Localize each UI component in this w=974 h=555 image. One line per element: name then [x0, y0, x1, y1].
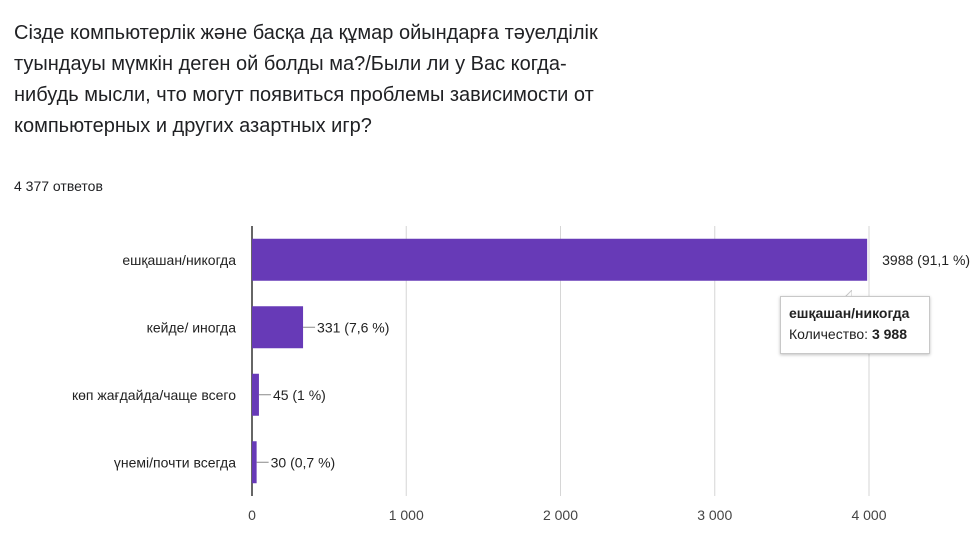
x-tick-label: 4 000 [851, 507, 886, 523]
tooltip-title: ешқашан/никогда [789, 305, 910, 321]
tooltip-count-label: Количество: [789, 326, 872, 342]
bar [252, 238, 868, 281]
data-label: 3988 (91,1 %) [882, 252, 970, 268]
category-label: ешқашан/никогда [122, 252, 236, 268]
tooltip-count: Количество: 3 988 [789, 324, 921, 345]
data-label: 30 (0,7 %) [271, 454, 336, 470]
bar-tooltip: ешқашан/никогда Количество: 3 988 [780, 296, 930, 354]
category-label: кейде/ иногда [147, 319, 237, 335]
x-tick-label: 1 000 [389, 507, 424, 523]
tooltip-count-value: 3 988 [871, 326, 908, 342]
bar [252, 373, 259, 416]
responses-count: 4 377 ответов [14, 178, 103, 194]
question-title: Сізде компьютерлік және басқа да құмар о… [14, 22, 598, 137]
category-label: үнемі/почти всегда [114, 454, 236, 470]
x-tick-label: 0 [248, 507, 256, 523]
category-label: көп жағдайда/чаще всего [72, 387, 236, 403]
bar [252, 306, 304, 349]
bar [252, 441, 257, 484]
data-label: 331 (7,6 %) [317, 319, 389, 335]
x-tick-label: 2 000 [543, 507, 578, 523]
data-label: 45 (1 %) [273, 387, 326, 403]
x-tick-label: 3 000 [697, 507, 732, 523]
